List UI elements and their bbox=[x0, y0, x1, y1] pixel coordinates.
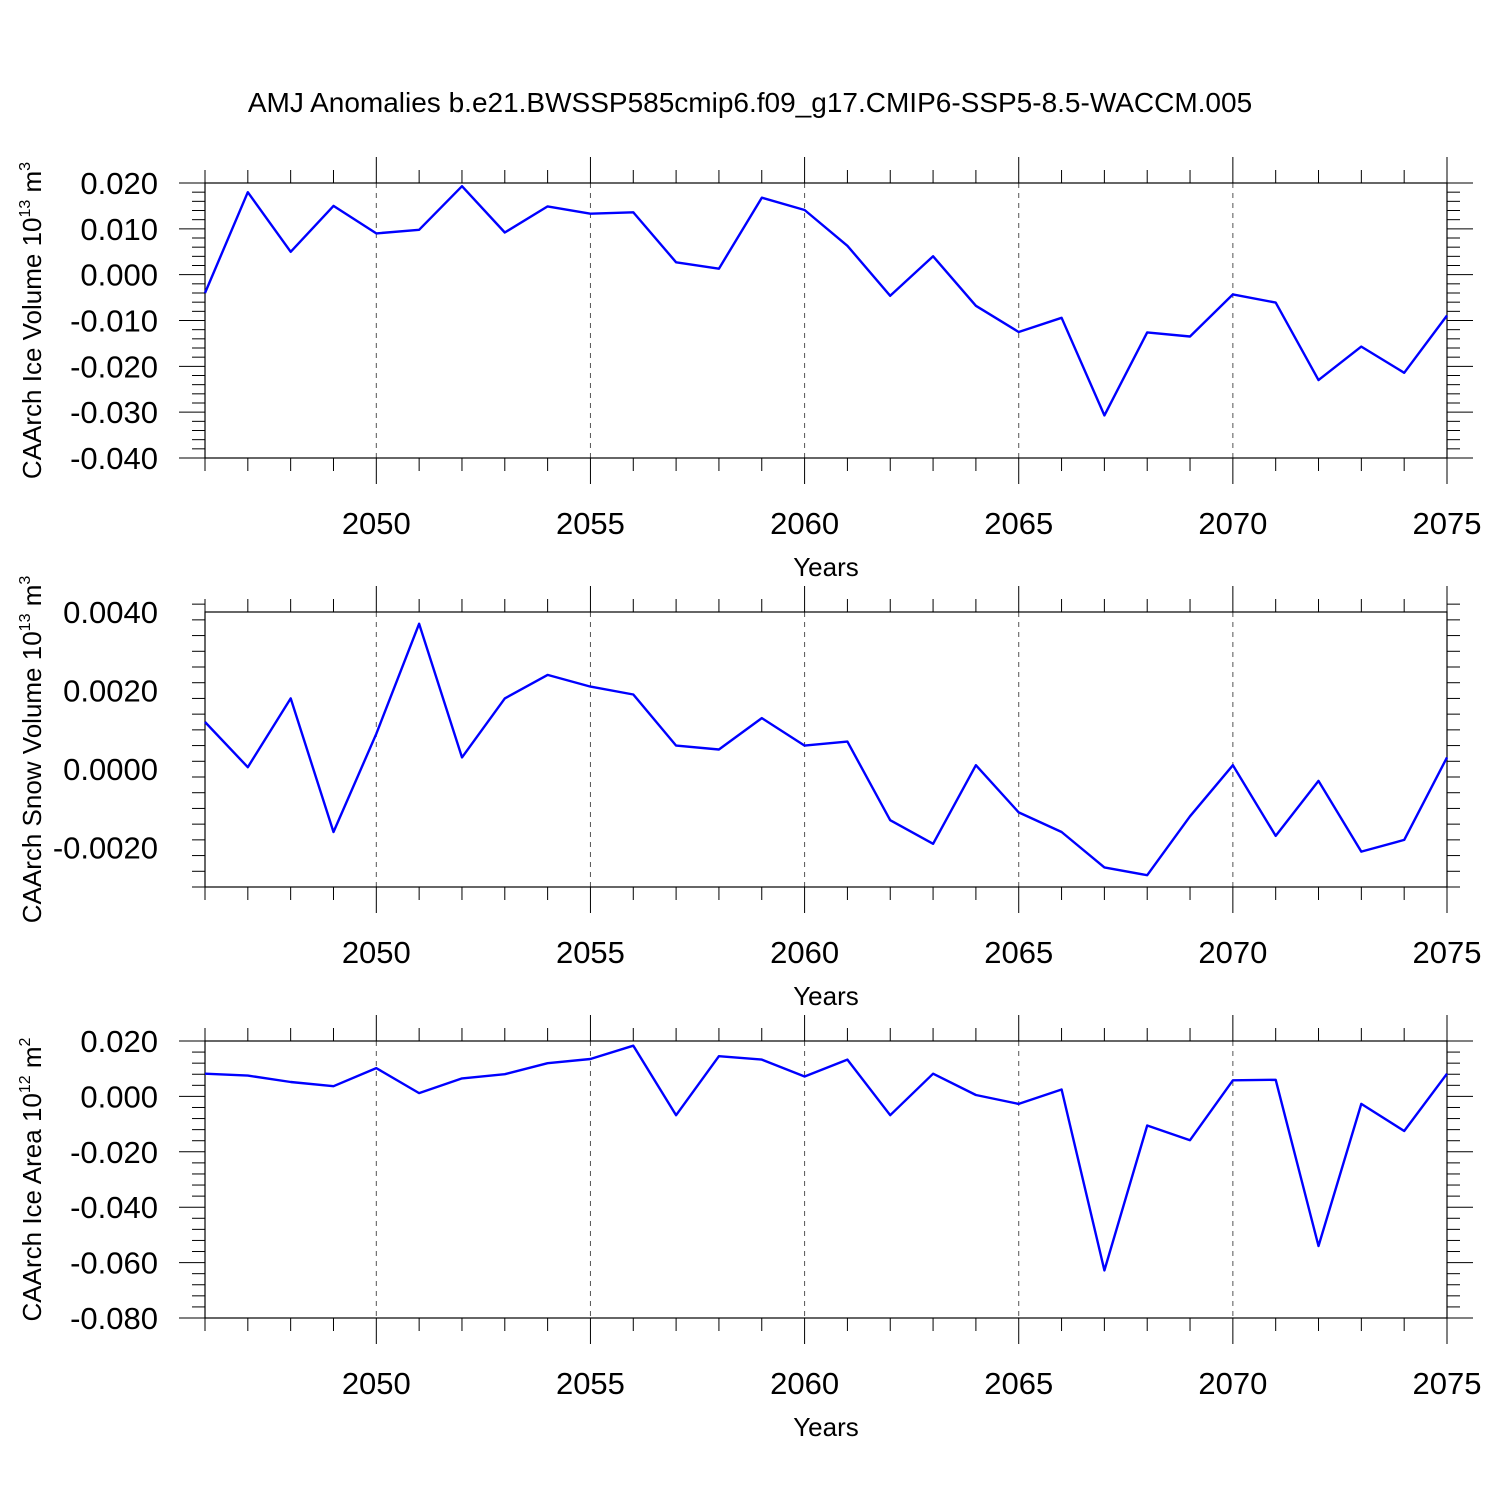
y-tick-label: 0.020 bbox=[80, 166, 158, 201]
plot-frame bbox=[204, 1040, 1448, 1319]
x-tick-label: 2055 bbox=[556, 1366, 625, 1401]
y-tick-label: 0.0000 bbox=[63, 752, 158, 787]
plot-frame bbox=[204, 611, 1448, 888]
x-tick-label: 2070 bbox=[1198, 506, 1267, 541]
x-tick-label: 2065 bbox=[984, 935, 1053, 970]
panel-1: 2050 2055 2060 2065 2070 2075 Years -0.040 -0.03… bbox=[17, 157, 1481, 582]
y-tick-label: 0.000 bbox=[80, 258, 158, 293]
y-tick-label: -0.020 bbox=[70, 1135, 158, 1170]
y-axis-label: CAArch Ice Area 1012 m2 bbox=[17, 1037, 47, 1321]
x-tick-label: 2055 bbox=[556, 935, 625, 970]
y-tick-label: -0.010 bbox=[70, 304, 158, 339]
x-tick-label: 2060 bbox=[770, 506, 839, 541]
y-tick-label: 0.0040 bbox=[63, 595, 158, 630]
panel-2: 2050 2055 2060 2065 2070 2075 Years -0.0020 0.00… bbox=[17, 576, 1481, 1011]
x-tick-label: 2050 bbox=[342, 935, 411, 970]
x-tick-label: 2060 bbox=[770, 935, 839, 970]
series-line bbox=[204, 622, 1449, 877]
y-tick-label: -0.040 bbox=[70, 1190, 158, 1225]
y-tick-label: 0.0020 bbox=[63, 674, 158, 709]
x-tick-label: 2070 bbox=[1198, 1366, 1267, 1401]
x-tick-label: 2075 bbox=[1413, 506, 1482, 541]
x-tick-label: 2050 bbox=[342, 1366, 411, 1401]
x-tick-label: 2050 bbox=[342, 506, 411, 541]
x-tick-label: 2075 bbox=[1413, 935, 1482, 970]
y-axis-label: CAArch Ice Volume 1013 m3 bbox=[17, 162, 47, 479]
x-tick-label: 2070 bbox=[1198, 935, 1267, 970]
y-tick-label: 0.010 bbox=[80, 212, 158, 247]
chart-title: AMJ Anomalies b.e21.BWSSP585cmip6.f09_g1… bbox=[248, 87, 1252, 118]
series-line bbox=[203, 184, 1448, 417]
x-axis-label: Years bbox=[793, 1412, 859, 1442]
y-tick-label: -0.030 bbox=[70, 395, 158, 430]
y-tick-label: -0.020 bbox=[70, 349, 158, 384]
x-tick-label: 2075 bbox=[1413, 1366, 1482, 1401]
x-axis-label: Years bbox=[793, 552, 859, 582]
panel-3: 2050 2055 2060 2065 2070 2075 Years -0.080 -0.06… bbox=[17, 1015, 1481, 1442]
x-tick-label: 2065 bbox=[984, 1366, 1053, 1401]
y-tick-label: 0.020 bbox=[80, 1024, 158, 1059]
x-tick-label: 2060 bbox=[770, 1366, 839, 1401]
y-axis-label: CAArch Snow Volume 1013 m3 bbox=[17, 576, 47, 924]
y-tick-label: -0.060 bbox=[70, 1246, 158, 1281]
x-axis-label: Years bbox=[793, 981, 859, 1011]
y-tick-label: 0.000 bbox=[80, 1079, 158, 1114]
y-tick-label: -0.080 bbox=[70, 1301, 158, 1336]
x-tick-label: 2055 bbox=[556, 506, 625, 541]
series-line bbox=[204, 1044, 1448, 1272]
y-tick-label: -0.0020 bbox=[53, 831, 158, 866]
y-tick-label: -0.040 bbox=[70, 441, 158, 476]
x-tick-label: 2065 bbox=[984, 506, 1053, 541]
plot-frame bbox=[204, 182, 1448, 459]
